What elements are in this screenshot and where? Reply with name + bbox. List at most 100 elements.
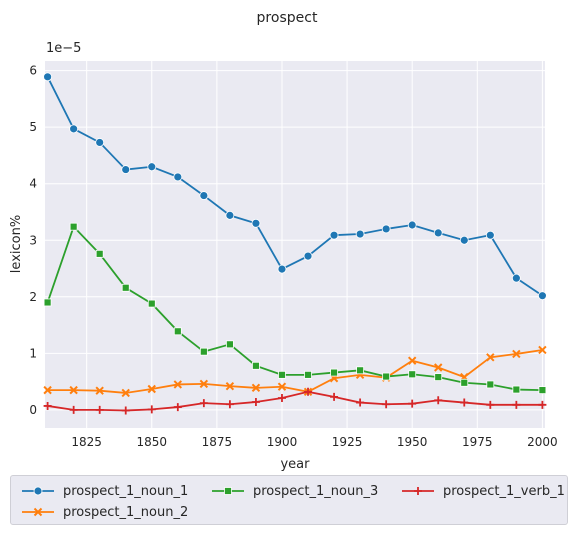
data-point xyxy=(225,210,235,220)
data-point xyxy=(486,353,495,362)
x-tick-label: 1850 xyxy=(136,435,167,449)
y-axis-ticks: 0 1 2 3 4 5 6 xyxy=(29,64,37,417)
data-point xyxy=(434,396,443,405)
legend-marker xyxy=(224,487,232,495)
data-point xyxy=(147,299,156,308)
data-point xyxy=(277,382,287,391)
chart-legend: prospect_1_noun_1 prospect_1_noun_2 prospe… xyxy=(10,475,568,525)
data-point xyxy=(512,400,521,409)
data-point xyxy=(407,220,417,230)
x-tick-label: 1925 xyxy=(332,435,363,449)
series-prospect_1_noun_2 xyxy=(43,345,547,398)
legend-item-prospect_1_noun_2: prospect_1_noun_2 xyxy=(21,502,188,522)
data-point xyxy=(537,291,547,301)
legend-item-prospect_1_noun_1: prospect_1_noun_1 xyxy=(21,481,188,501)
data-point xyxy=(69,405,78,414)
y-tick-label: 5 xyxy=(29,120,37,134)
data-point xyxy=(251,218,261,228)
y-tick-label: 4 xyxy=(29,177,37,191)
data-point xyxy=(381,224,391,234)
data-point xyxy=(538,400,547,409)
x-axis-label: year xyxy=(280,457,310,472)
data-point xyxy=(121,388,130,398)
data-point xyxy=(95,138,105,147)
chart-title: prospect xyxy=(257,10,318,26)
data-point xyxy=(278,370,286,379)
data-point xyxy=(433,228,443,238)
series-line xyxy=(46,224,543,392)
x-tick-label: 1825 xyxy=(71,435,102,449)
data-point xyxy=(538,386,547,395)
data-point xyxy=(512,349,521,359)
data-point xyxy=(147,405,156,414)
data-point xyxy=(538,345,547,355)
data-point xyxy=(355,229,365,239)
series-line xyxy=(47,390,543,412)
data-point xyxy=(69,222,78,231)
data-point xyxy=(43,72,53,82)
data-point xyxy=(121,165,131,174)
data-point xyxy=(329,230,339,240)
data-point xyxy=(43,401,52,410)
data-point xyxy=(486,380,495,389)
data-point xyxy=(330,392,339,401)
data-point xyxy=(356,398,365,407)
data-point xyxy=(304,370,312,379)
data-point xyxy=(382,400,391,409)
legend-swatch xyxy=(212,487,244,495)
plot-area xyxy=(45,61,545,428)
data-point xyxy=(95,249,104,258)
legend-swatch xyxy=(22,486,54,496)
data-point xyxy=(173,327,182,336)
series-prospect_1_noun_3 xyxy=(43,222,547,395)
legend-item-prospect_1_verb_1: prospect_1_verb_1 xyxy=(401,481,565,501)
legend-label: prospect_1_noun_3 xyxy=(253,483,379,499)
data-point xyxy=(252,361,260,370)
legend-swatch xyxy=(402,487,434,495)
x-tick-label: 1900 xyxy=(267,435,298,449)
data-point xyxy=(199,399,208,408)
data-point xyxy=(225,340,234,349)
data-point xyxy=(277,264,287,274)
data-point xyxy=(460,398,469,407)
y-tick-label: 0 xyxy=(29,403,37,417)
data-point xyxy=(407,356,417,365)
y-tick-label: 1 xyxy=(29,346,37,360)
legend-marker xyxy=(33,486,43,496)
data-point xyxy=(485,230,495,240)
data-point xyxy=(225,400,234,409)
y-axis-label: lexicon% xyxy=(9,215,24,273)
data-point xyxy=(330,368,338,377)
series-line xyxy=(47,349,543,394)
y-scale-label: 1e−5 xyxy=(46,41,81,56)
data-point xyxy=(121,406,130,415)
data-point xyxy=(303,251,313,261)
data-point xyxy=(304,387,313,396)
data-point xyxy=(147,384,156,394)
legend-label: prospect_1_noun_2 xyxy=(63,504,189,520)
legend-item-prospect_1_noun_3: prospect_1_noun_3 xyxy=(211,481,378,501)
x-tick-label: 1975 xyxy=(462,435,493,449)
data-point xyxy=(408,399,417,408)
x-tick-label: 1950 xyxy=(397,435,428,449)
data-point xyxy=(173,172,183,182)
data-point xyxy=(277,394,286,403)
x-axis-ticks: 1825 1850 1875 1900 1925 1950 1975 2000 xyxy=(71,435,557,449)
data-point xyxy=(95,405,104,414)
data-point xyxy=(173,380,183,389)
data-point xyxy=(460,378,469,387)
x-tick-label: 1875 xyxy=(202,435,233,449)
data-point xyxy=(251,383,261,393)
data-point xyxy=(199,347,208,356)
data-point xyxy=(225,381,235,391)
series-layer xyxy=(43,72,547,415)
data-point xyxy=(356,366,365,375)
data-point xyxy=(434,373,443,382)
data-point xyxy=(43,298,52,307)
data-point xyxy=(251,397,260,406)
data-point xyxy=(459,235,469,245)
legend-label: prospect_1_noun_1 xyxy=(63,483,189,499)
data-point xyxy=(511,273,521,283)
data-point xyxy=(512,385,521,394)
data-point xyxy=(434,363,443,372)
